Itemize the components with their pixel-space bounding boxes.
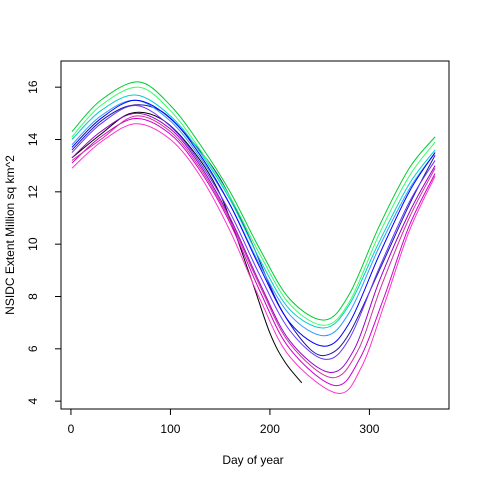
series-line-8 [71,104,436,360]
series-line-10 [71,118,436,386]
y-tick-label: 14 [26,133,40,147]
y-tick-label: 12 [26,185,40,199]
x-tick-label: 0 [68,422,75,436]
x-tick-label: 100 [160,422,180,436]
series-line-3 [71,81,436,321]
y-tick-label: 6 [26,345,40,352]
series-line-11 [71,123,436,394]
x-tick-label: 200 [260,422,280,436]
series-line-12 [71,115,436,379]
y-tick-label: 4 [26,397,40,404]
y-tick-label: 8 [26,293,40,300]
series-layer [71,81,436,394]
series-line-7 [71,99,436,347]
x-tick-label: 300 [359,422,379,436]
y-axis: 4 6 8 10 12 14 16 [26,80,61,404]
y-axis-label: NSIDC Extent Million sq km^2 [3,155,17,315]
series-line-5 [71,94,436,329]
y-tick-label: 16 [26,80,40,94]
series-line-4 [71,86,436,326]
series-line-9 [71,112,436,373]
plot-frame [60,60,450,410]
x-axis-label: Day of year [222,453,283,467]
x-axis: 0 100 200 300 [68,409,380,436]
y-tick-label: 10 [26,237,40,251]
